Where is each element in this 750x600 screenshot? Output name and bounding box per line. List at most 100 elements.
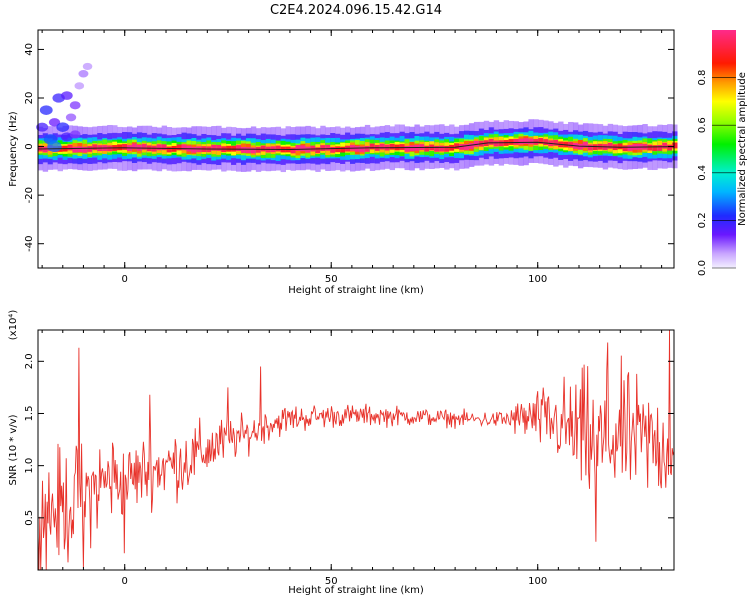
heat-blob: [65, 113, 77, 122]
snr-xlabel: Height of straight line (km): [288, 585, 424, 596]
spectrogram-ylabel: Frequency (Hz): [8, 111, 19, 187]
heat-cell: [42, 146, 49, 153]
heat-cell: [379, 143, 386, 150]
heat-cell: [399, 144, 405, 150]
heat-cell: [359, 146, 366, 153]
spectrogram-ticks: 0 50 100 -40 -20 0 20 40: [24, 30, 674, 285]
heat-cell: [245, 147, 252, 154]
heat-cell: [577, 143, 584, 150]
heat-cell: [409, 145, 415, 152]
heat-cell: [240, 146, 247, 153]
heat-cell: [250, 147, 257, 154]
heat-cell: [295, 145, 301, 151]
snr-plot-area: [38, 330, 674, 570]
heat-cell: [300, 145, 306, 152]
y-tick-label: 0: [24, 143, 35, 149]
heat-blob: [39, 105, 53, 115]
colorbar-tick-label: 0.6: [697, 117, 708, 133]
spectrogram-panel: 0 50 100 -40 -20 0 20 40 Height of straight lin…: [8, 29, 678, 296]
heat-cell: [211, 144, 217, 151]
heat-cell: [662, 142, 668, 149]
heat-cell: [354, 145, 361, 152]
heat-blob: [36, 122, 49, 132]
heat-cell: [543, 139, 549, 145]
colorbar-label: Normalized spectral amplitude: [737, 72, 748, 226]
y-tick-label: 1.0: [24, 458, 35, 474]
heat-cell: [592, 144, 599, 151]
heat-cell: [404, 145, 410, 152]
figure-title: C2E4.2024.096.15.42.G14: [270, 3, 442, 18]
y-tick-label: 0.5: [24, 510, 35, 526]
x-tick-label: 50: [325, 274, 338, 285]
colorbar-ticks: 0.0 0.2 0.4 0.6 0.8: [697, 70, 736, 276]
heat-cell: [587, 144, 594, 151]
x-tick-label: 0: [122, 274, 128, 285]
heat-cell: [161, 144, 168, 151]
heat-blob: [78, 69, 89, 78]
heat-cell: [518, 138, 524, 145]
heat-cell: [444, 145, 450, 152]
heat-blob: [69, 130, 81, 139]
heat-cell: [216, 144, 222, 151]
snr-ylabel: SNR (10 * v/v): [8, 414, 19, 485]
heat-cell: [622, 145, 628, 152]
heat-cell: [141, 143, 148, 150]
heat-cell: [627, 144, 633, 151]
colorbar-tick-label: 0.2: [697, 212, 708, 228]
heat-blob: [69, 101, 81, 110]
heat-cell: [236, 145, 242, 151]
heat-cell: [508, 139, 514, 145]
ridge-line: [37, 141, 675, 151]
heat-cell: [131, 143, 138, 150]
heat-cell: [325, 144, 331, 151]
colorbar-tick-label: 0.8: [697, 70, 708, 86]
heat-cell: [275, 145, 282, 152]
colorbar-gradient: [712, 30, 736, 268]
heat-cell: [82, 146, 88, 153]
heat-cell: [369, 143, 376, 150]
heat-cell: [320, 145, 326, 151]
snr-frame: [37, 329, 675, 571]
heat-cell: [364, 145, 371, 152]
heat-cell: [473, 140, 480, 147]
heat-blob: [56, 122, 70, 132]
heat-cell: [657, 145, 663, 151]
heat-blob: [82, 62, 93, 71]
y-tick-label: -40: [24, 236, 35, 252]
heat-cell: [290, 147, 296, 154]
heat-cell: [87, 146, 93, 152]
heat-cell: [72, 146, 78, 153]
heat-cell: [667, 144, 673, 151]
heat-blob: [48, 118, 61, 127]
heat-cell: [117, 144, 123, 151]
heat-cell: [260, 145, 267, 152]
heat-cell: [652, 145, 658, 152]
heat-cell: [454, 143, 460, 150]
heat-cell: [330, 146, 336, 153]
heat-cell: [568, 141, 574, 148]
heat-cell: [493, 140, 500, 147]
colorbar-tick-label: 0.4: [697, 165, 708, 181]
heat-cell: [439, 145, 445, 152]
heat-cell: [464, 144, 470, 150]
heat-cell: [67, 144, 73, 151]
heat-cell: [176, 144, 182, 151]
heat-cell: [553, 139, 559, 146]
snr-panel: 0 50 100 0.5 1.0 1.5 2.0 Height of straight li…: [8, 310, 675, 596]
spectrogram-xlabel: Height of straight line (km): [288, 285, 424, 296]
heat-cell: [582, 141, 589, 148]
heat-blob: [61, 91, 73, 100]
heat-cell: [528, 138, 534, 145]
heat-cell: [166, 146, 173, 153]
heat-cell: [607, 142, 614, 149]
heat-cell: [617, 143, 623, 150]
heat-cell: [181, 144, 187, 151]
colorbar: 0.0 0.2 0.4 0.6 0.8 Normalized spectral ampl…: [697, 30, 748, 276]
heat-cell: [434, 145, 440, 152]
heat-cell: [538, 138, 544, 144]
snr-scale-label: (x10⁴): [8, 310, 19, 341]
x-tick-label: 100: [528, 274, 547, 285]
heat-cell: [513, 139, 519, 145]
heat-cell: [191, 146, 197, 153]
